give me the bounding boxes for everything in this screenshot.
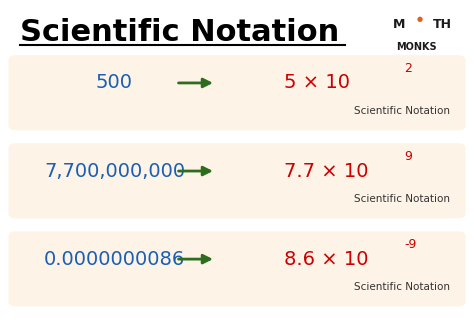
Text: 2: 2 [404,62,412,75]
FancyBboxPatch shape [9,55,465,130]
FancyBboxPatch shape [9,231,465,306]
Text: 5 × 10: 5 × 10 [284,73,350,92]
Text: TH: TH [433,18,452,31]
Text: 0.0000000086: 0.0000000086 [44,250,185,268]
Text: Scientific Notation: Scientific Notation [354,106,450,116]
Text: 8.6 × 10: 8.6 × 10 [284,250,369,268]
Text: ●: ● [417,16,423,22]
Text: M: M [392,18,405,31]
Text: Scientific Notation: Scientific Notation [354,282,450,292]
Text: 7,700,000,000: 7,700,000,000 [44,162,185,181]
Text: 9: 9 [404,150,412,163]
Text: -9: -9 [404,238,417,251]
FancyBboxPatch shape [9,143,465,218]
Text: Scientific Notation: Scientific Notation [20,18,339,47]
Text: 500: 500 [96,73,133,92]
Text: MONKS: MONKS [396,42,437,52]
Text: 7.7 × 10: 7.7 × 10 [284,162,369,181]
Text: Scientific Notation: Scientific Notation [354,194,450,204]
